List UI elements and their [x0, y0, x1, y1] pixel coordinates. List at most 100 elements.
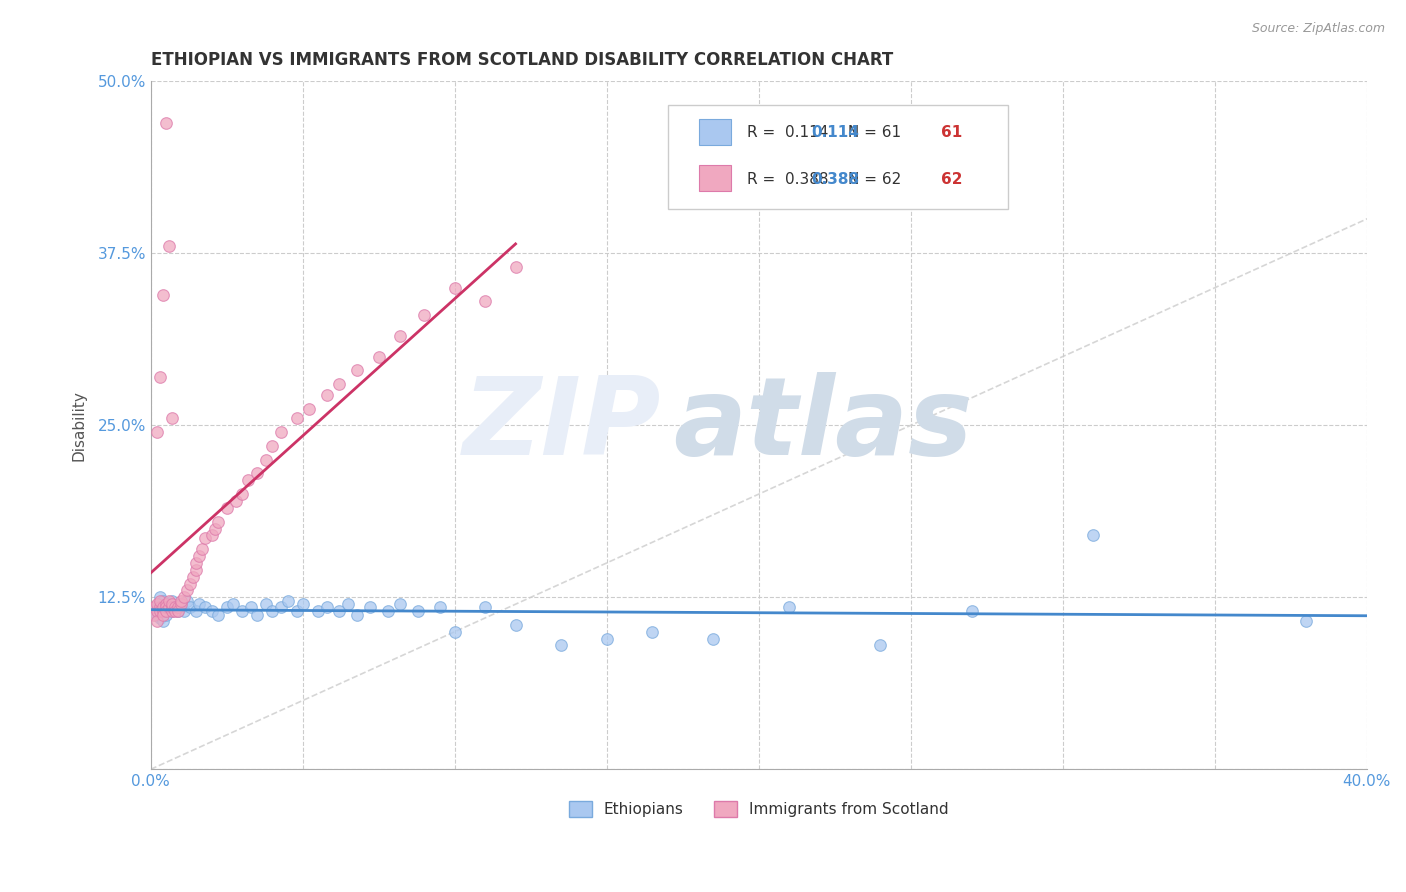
Point [170, 594, 193, 608]
Point [505, 260, 527, 274]
Point [367, 350, 389, 364]
Point [246, 467, 269, 481]
Point [443, 281, 465, 295]
Point [960, 604, 983, 618]
Point [254, 597, 277, 611]
Point [262, 439, 284, 453]
Point [270, 599, 292, 614]
Y-axis label: Disability: Disability [72, 390, 86, 461]
Point [149, 594, 172, 608]
Text: ZIP: ZIP [463, 372, 661, 478]
Point [505, 617, 527, 632]
Point [222, 597, 245, 611]
Point [152, 608, 174, 623]
FancyBboxPatch shape [668, 105, 1008, 209]
Point [179, 576, 201, 591]
Point [869, 639, 891, 653]
Point [596, 632, 619, 646]
Point [270, 425, 292, 440]
Text: ETHIOPIAN VS IMMIGRANTS FROM SCOTLAND DISABILITY CORRELATION CHART: ETHIOPIAN VS IMMIGRANTS FROM SCOTLAND DI… [150, 51, 893, 69]
Point [155, 115, 177, 129]
Point [173, 604, 195, 618]
Point [188, 549, 211, 563]
Point [307, 604, 329, 618]
Point [167, 604, 190, 618]
Point [254, 452, 277, 467]
Point [389, 329, 412, 343]
Text: Source: ZipAtlas.com: Source: ZipAtlas.com [1251, 22, 1385, 36]
Text: R =  0.114    N = 61: R = 0.114 N = 61 [747, 126, 901, 140]
Point [194, 531, 217, 545]
Point [316, 388, 339, 402]
Point [276, 594, 298, 608]
Point [152, 599, 174, 614]
Point [146, 599, 169, 614]
Point [186, 604, 208, 618]
Point [337, 597, 360, 611]
Point [298, 401, 321, 416]
Text: atlas: atlas [673, 372, 973, 478]
Point [173, 591, 195, 605]
Point [142, 604, 165, 618]
Point [474, 599, 496, 614]
Point [346, 363, 368, 377]
Point [377, 604, 399, 618]
Legend: Ethiopians, Immigrants from Scotland: Ethiopians, Immigrants from Scotland [562, 796, 955, 823]
Point [641, 624, 664, 639]
Point [149, 591, 172, 605]
Point [285, 411, 308, 425]
Point [170, 597, 193, 611]
Point [167, 599, 190, 614]
Point [359, 599, 381, 614]
Point [163, 599, 186, 614]
Point [474, 294, 496, 309]
Point [167, 604, 190, 618]
Point [328, 604, 350, 618]
Point [429, 599, 451, 614]
Point [207, 515, 229, 529]
Point [778, 599, 800, 614]
Point [146, 425, 169, 440]
Point [413, 308, 436, 322]
Point [181, 569, 204, 583]
Point [200, 528, 222, 542]
FancyBboxPatch shape [699, 120, 731, 145]
Text: 0.114: 0.114 [811, 126, 859, 140]
Point [204, 522, 226, 536]
Point [191, 542, 214, 557]
Point [236, 474, 259, 488]
Point [146, 597, 169, 611]
Point [176, 583, 198, 598]
Point [157, 239, 180, 253]
Point [176, 594, 198, 608]
Point [179, 599, 201, 614]
Point [389, 597, 412, 611]
Point [186, 556, 208, 570]
Point [152, 614, 174, 628]
Point [285, 604, 308, 618]
Point [149, 370, 172, 384]
Point [406, 604, 429, 618]
Point [155, 608, 177, 623]
Point [149, 604, 172, 618]
Point [346, 608, 368, 623]
Point [157, 599, 180, 614]
Point [443, 624, 465, 639]
Point [152, 604, 174, 618]
Point [160, 604, 183, 618]
Point [1295, 614, 1317, 628]
Point [149, 611, 172, 625]
Point [155, 604, 177, 618]
Point [200, 604, 222, 618]
Point [186, 563, 208, 577]
Point [170, 597, 193, 611]
Point [142, 608, 165, 623]
Point [155, 599, 177, 614]
Point [170, 599, 193, 614]
Point [207, 608, 229, 623]
Point [155, 604, 177, 618]
Text: 0.388: 0.388 [811, 171, 859, 186]
Point [240, 599, 263, 614]
Point [152, 604, 174, 618]
Point [328, 377, 350, 392]
